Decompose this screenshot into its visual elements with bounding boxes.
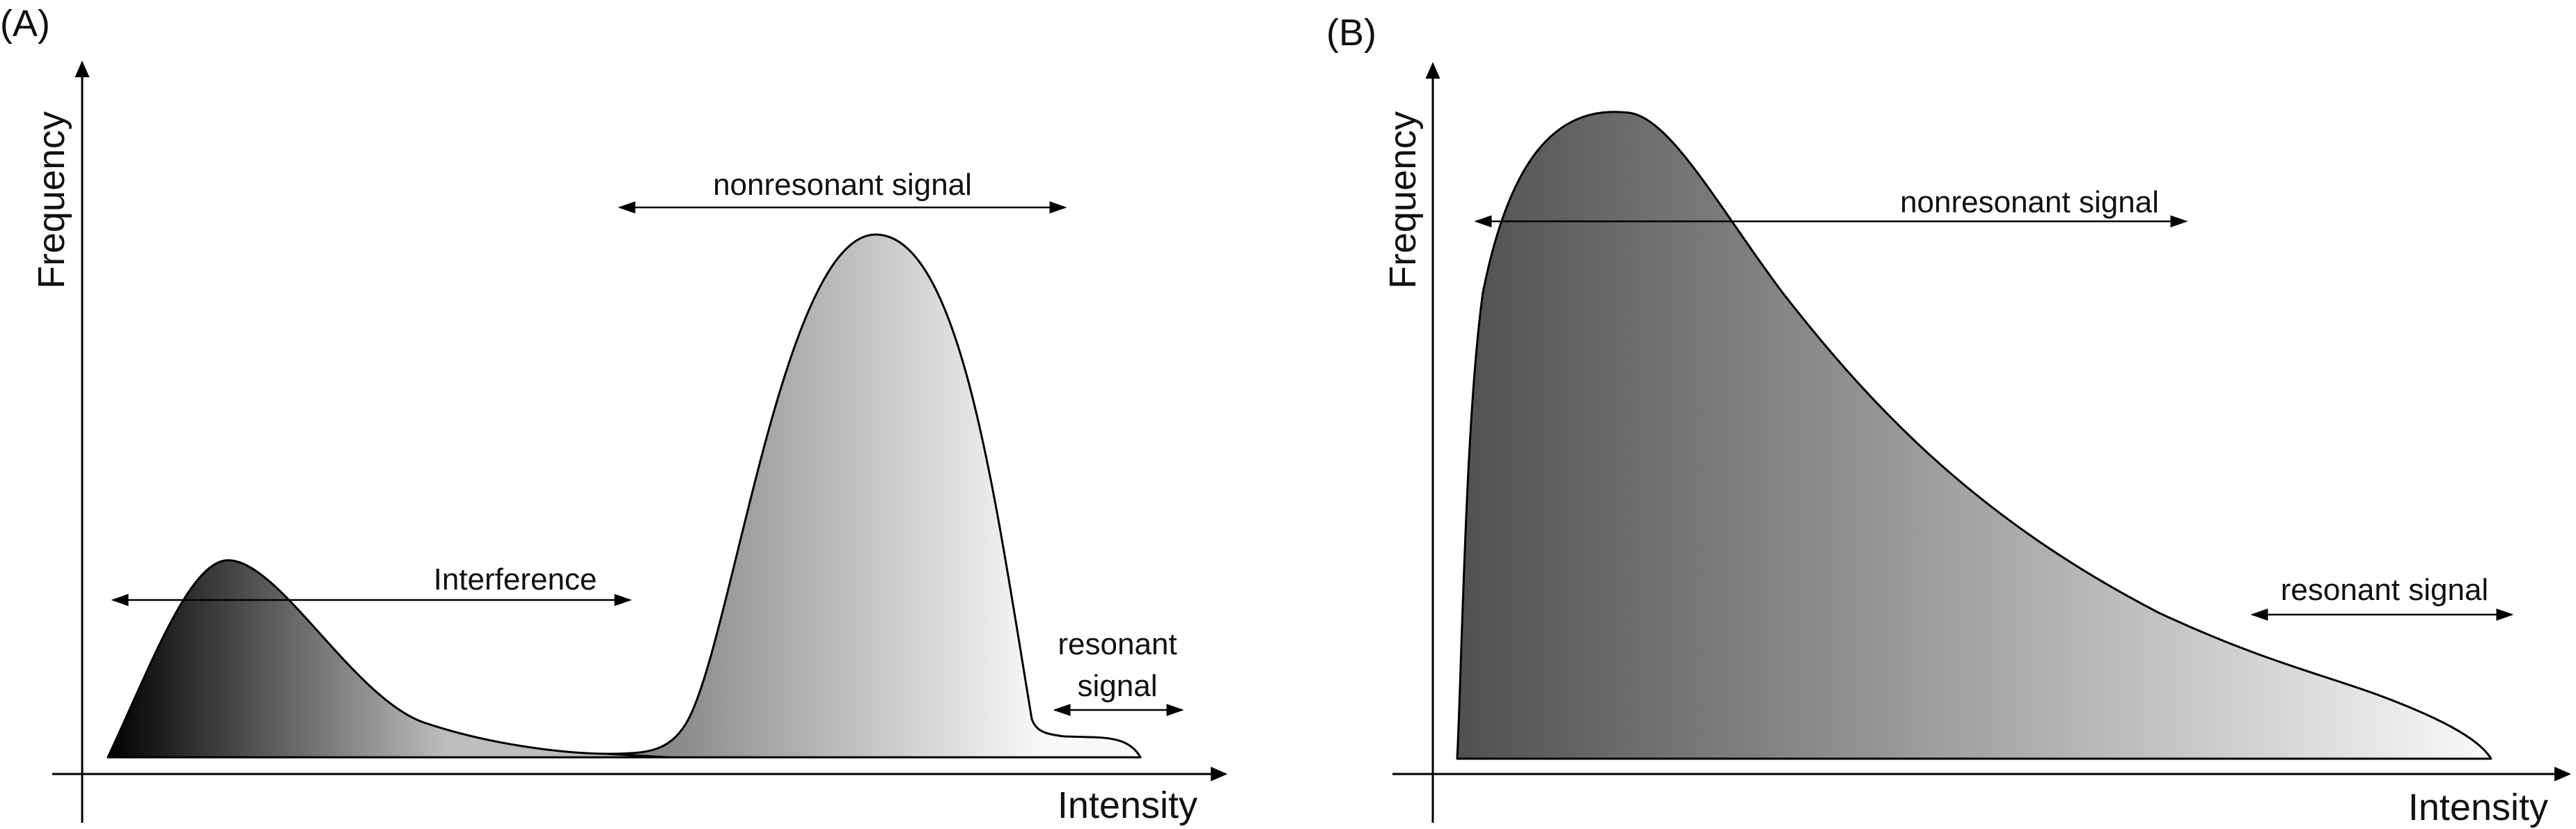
panel-b-nonresonant-label: nonresonant signal [1900, 185, 2159, 219]
panel-b-x-axis-label: Intensity [2408, 787, 2548, 828]
panel-a-label: (A) [0, 3, 50, 45]
panel-a-resonant-label-line1: resonant [1058, 627, 1177, 661]
panel-a-nonresonant-peak [604, 233, 1142, 759]
panel-b-resonant-label: resonant signal [2281, 573, 2488, 607]
panel-a: (A) Intensity Frequency Interference non… [0, 3, 1227, 826]
panel-a-y-axis-label: Frequency [31, 111, 72, 289]
panel-b-label: (B) [1326, 12, 1376, 54]
panel-b-y-axis-label: Frequency [1382, 111, 1424, 289]
panel-b: (B) Intensity Frequency nonresonant sign… [1326, 12, 2571, 828]
panel-a-nonresonant-label: nonresonant signal [713, 168, 972, 202]
panel-a-interference-peak [107, 559, 670, 759]
panel-a-x-axis-label: Intensity [1058, 784, 1197, 826]
panel-a-interference-label: Interference [434, 562, 597, 597]
panel-a-resonant-label-line2: signal [1078, 669, 1158, 703]
panel-b-distribution [1456, 111, 2492, 760]
